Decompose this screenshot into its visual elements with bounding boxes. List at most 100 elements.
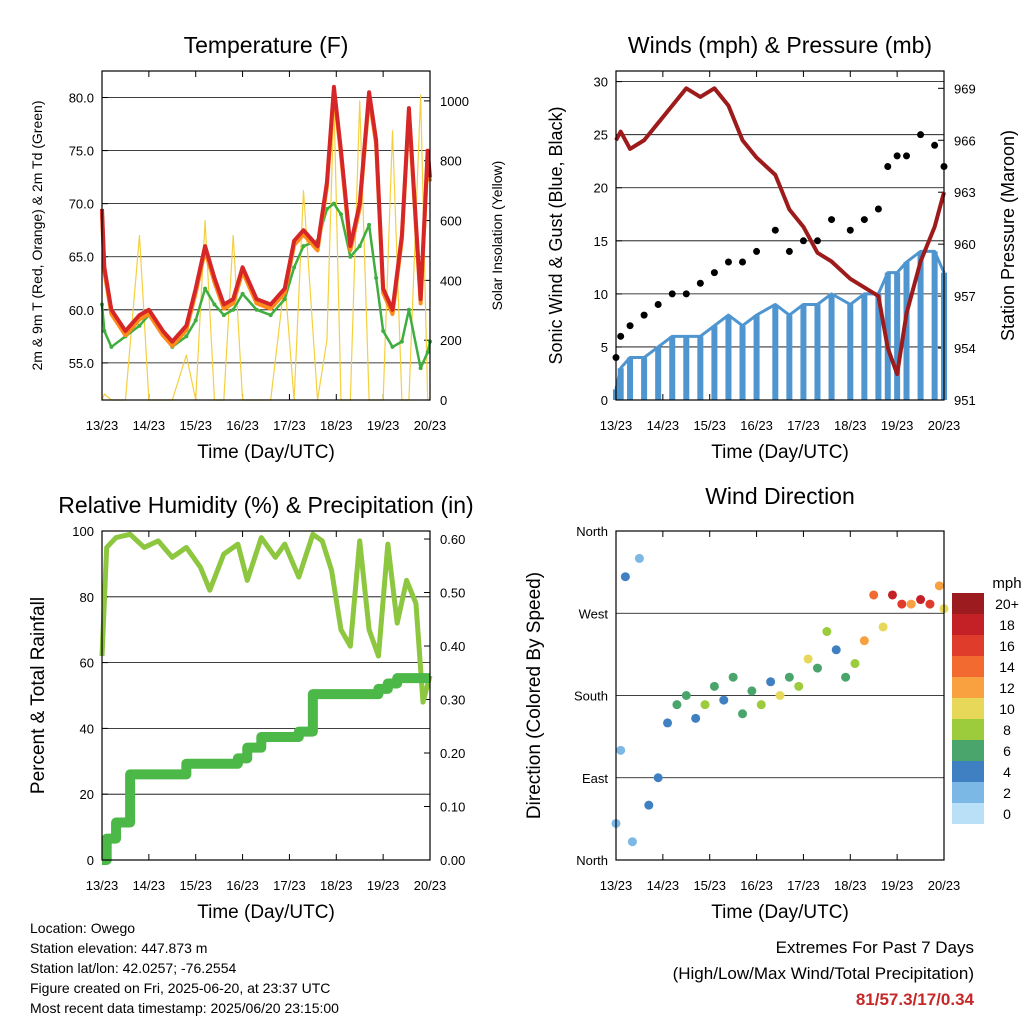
xtick-label-2-1: 14/23 <box>647 418 680 433</box>
xtick-label-1-2: 15/23 <box>179 418 212 433</box>
xtick-label-2-2: 15/23 <box>693 418 726 433</box>
colorbar-label-9: 2 <box>1003 785 1011 801</box>
gust-point-20 <box>884 163 892 171</box>
xtick-label-3-4: 17/23 <box>273 878 306 893</box>
colorbar-swatch-2 <box>952 635 984 656</box>
ytick-right-label-2-4: 963 <box>954 185 976 200</box>
direction-point-15 <box>738 709 748 719</box>
colorbar-swatch-0 <box>952 593 984 614</box>
panel-frame-1 <box>101 70 431 401</box>
ytick-label-2-0: 0 <box>601 393 608 408</box>
dewpoint-point-4 <box>137 323 142 328</box>
colorbar-label-1: 18 <box>999 617 1015 633</box>
colorbar-swatch-7 <box>952 740 984 761</box>
direction-point-8 <box>672 700 682 710</box>
dewpoint-point-21 <box>324 206 329 211</box>
ytick-label-3-0: 0 <box>87 853 94 868</box>
latlon-text: Station lat/lon: 42.0257; -76.2554 <box>30 960 237 976</box>
ytick-label-4-3: West <box>579 606 609 621</box>
xtick-label-2-3: 16/23 <box>740 418 773 433</box>
yaxis-label-1: 2m & 9m T (Red, Orange) & 2m Td (Green) <box>29 101 45 371</box>
xtick-label-3-1: 14/23 <box>133 878 166 893</box>
xtick-label-4-3: 16/23 <box>740 878 773 893</box>
panel-title-2: Winds (mph) & Pressure (mb) <box>628 32 932 58</box>
xtick-label-1-5: 18/23 <box>320 418 353 433</box>
yaxis-label-3: Percent & Total Rainfall <box>28 597 49 794</box>
dewpoint-point-11 <box>212 302 217 307</box>
gust-point-17 <box>846 226 854 234</box>
direction-point-6 <box>653 773 663 783</box>
xtick-label-1-3: 16/23 <box>226 418 259 433</box>
gust-point-13 <box>785 247 793 255</box>
xtick-label-1-7: 20/23 <box>414 418 447 433</box>
xtick-label-4-6: 19/23 <box>881 878 914 893</box>
dewpoint-point-22 <box>331 201 336 206</box>
rh-line <box>99 531 433 705</box>
direction-point-7 <box>663 718 673 728</box>
colorbar-swatch-8 <box>952 761 984 782</box>
ytick-label-3-3: 60 <box>80 656 94 671</box>
gust-point-23 <box>917 131 925 139</box>
direction-point-20 <box>784 672 794 682</box>
panel-title-4: Wind Direction <box>705 483 855 509</box>
ytick-right-label-3-2: 0.20 <box>440 746 465 761</box>
ytick-label-1-0: 55.0 <box>69 356 94 371</box>
direction-point-9 <box>681 691 691 700</box>
gust-point-18 <box>860 216 868 224</box>
ytick-right-label-3-5: 0.50 <box>440 586 465 601</box>
ytick-right-label-3-6: 0.60 <box>440 532 465 547</box>
direction-point-35 <box>925 599 935 609</box>
ytick-right-label-3-1: 0.10 <box>440 800 465 815</box>
xtick-label-2-6: 19/23 <box>881 418 914 433</box>
dewpoint-point-15 <box>254 307 259 312</box>
direction-point-36 <box>934 581 944 591</box>
dewpoint-point-33 <box>425 350 430 355</box>
ytick-right-label-1-1: 200 <box>440 333 462 348</box>
dewpoint-point-29 <box>390 344 395 349</box>
direction-point-19 <box>775 691 785 700</box>
ytick-label-2-2: 10 <box>594 287 608 302</box>
colorbar-swatch-5 <box>952 698 984 719</box>
direction-point-2 <box>620 572 630 582</box>
colorbar-label-6: 8 <box>1003 722 1011 738</box>
dewpoint-point-13 <box>231 307 236 312</box>
xtick-label-4-2: 15/23 <box>693 878 726 893</box>
direction-point-3 <box>627 837 637 847</box>
gust-point-21 <box>893 152 901 160</box>
panel-frame-3 <box>101 530 431 861</box>
location-text: Location: Owego <box>30 920 136 936</box>
direction-point-33 <box>906 599 916 609</box>
ytick-right-label-2-0: 951 <box>954 393 976 408</box>
ytick-right-label-1-0: 0 <box>440 393 447 408</box>
ytick-right-label-3-0: 0.00 <box>440 853 465 868</box>
xtick-label-1-4: 17/23 <box>273 418 306 433</box>
ytick-right-label-3-3: 0.30 <box>440 693 465 708</box>
direction-point-10 <box>691 713 701 723</box>
xtick-label-4-1: 14/23 <box>647 878 680 893</box>
colorbar-label-3: 14 <box>999 659 1015 675</box>
colorbar-label-2: 16 <box>999 638 1015 654</box>
dewpoint-point-16 <box>268 313 273 318</box>
gust-point-1 <box>617 332 625 340</box>
direction-point-14 <box>728 672 738 682</box>
direction-point-29 <box>869 590 879 600</box>
dewpoint-point-32 <box>418 366 423 371</box>
colorbar-swatch-10 <box>952 803 984 824</box>
ytick-right-label-3-4: 0.40 <box>440 639 465 654</box>
xtick-label-3-2: 15/23 <box>179 878 212 893</box>
pressure-line <box>614 86 946 377</box>
yaxis-right-label-1: Solar Insolation (Yellow) <box>489 161 505 311</box>
direction-point-21 <box>794 681 804 691</box>
colorbar-swatch-1 <box>952 614 984 635</box>
dewpoint-point-31 <box>406 307 411 312</box>
dewpoint-point-18 <box>292 265 297 270</box>
dewpoint-point-17 <box>282 297 287 302</box>
xaxis-label-2: Time (Day/UTC) <box>711 442 849 463</box>
direction-point-17 <box>756 700 766 710</box>
panel-title-1: Temperature (F) <box>184 32 349 58</box>
direction-point-11 <box>700 700 710 710</box>
wind-line <box>614 249 946 390</box>
dewpoint-point-30 <box>399 339 404 344</box>
xaxis-label-4: Time (Day/UTC) <box>711 902 849 923</box>
